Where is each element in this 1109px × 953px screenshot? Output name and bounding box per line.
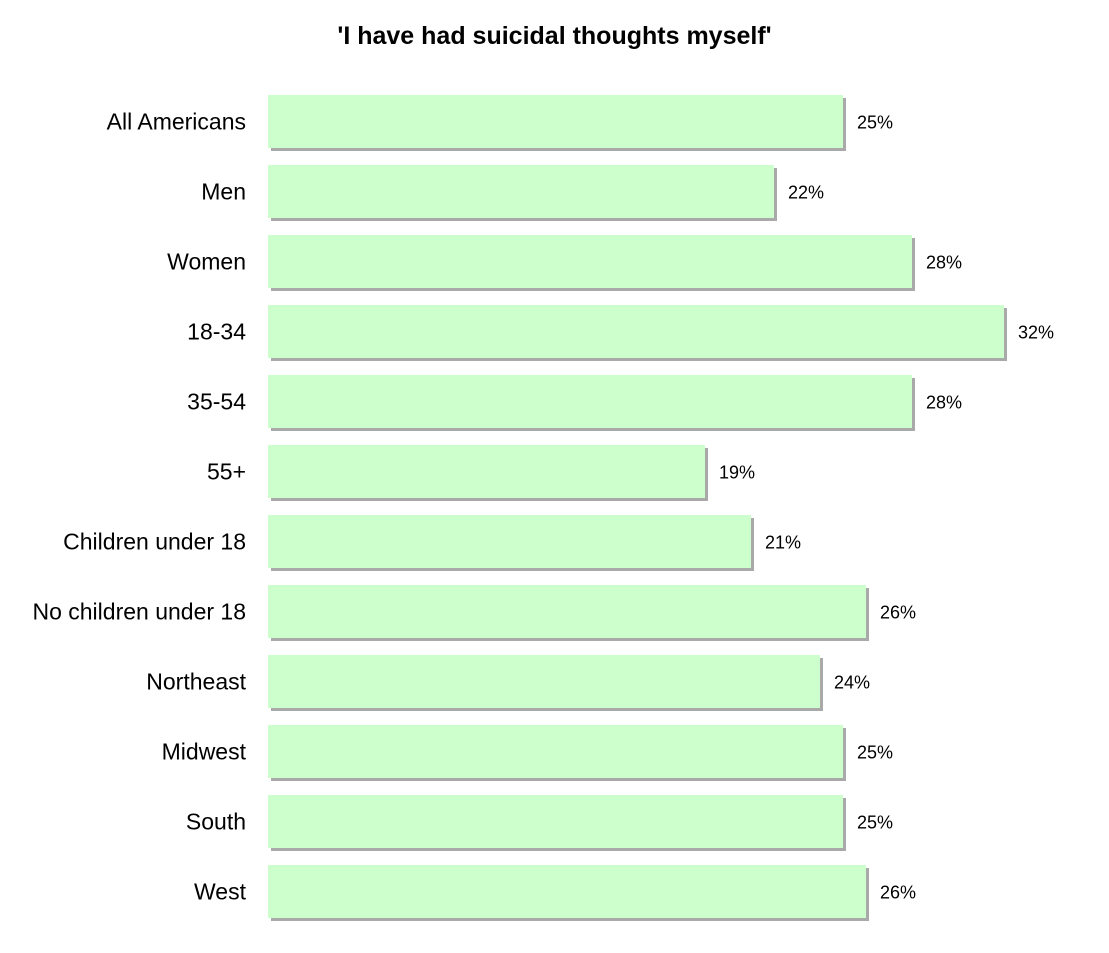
value-label: 32%	[1018, 323, 1054, 343]
value-label: 28%	[926, 393, 962, 413]
bar	[268, 305, 1004, 358]
value-label: 25%	[857, 113, 893, 133]
value-label: 26%	[880, 603, 916, 623]
category-label: No children under 18	[32, 599, 246, 625]
bar	[268, 235, 912, 288]
category-label: West	[194, 879, 247, 905]
bar	[268, 375, 912, 428]
category-label: Women	[167, 249, 246, 275]
bar	[268, 655, 820, 708]
bar	[268, 795, 843, 848]
bar	[268, 585, 866, 638]
value-label: 22%	[788, 183, 824, 203]
category-label: Northeast	[146, 669, 246, 695]
value-label: 24%	[834, 673, 870, 693]
bar	[268, 95, 843, 148]
category-label: Men	[201, 179, 246, 205]
category-label: All Americans	[107, 109, 246, 135]
bar	[268, 865, 866, 918]
value-label: 25%	[857, 813, 893, 833]
category-label: 35-54	[187, 389, 246, 415]
value-label: 28%	[926, 253, 962, 273]
value-label: 25%	[857, 743, 893, 763]
value-label: 26%	[880, 883, 916, 903]
category-label: South	[186, 809, 246, 835]
chart-title: 'I have had suicidal thoughts myself'	[337, 22, 772, 50]
category-label: Children under 18	[63, 529, 246, 555]
category-label: 55+	[207, 459, 246, 485]
category-label: Midwest	[162, 739, 247, 765]
bar	[268, 165, 774, 218]
bar	[268, 445, 705, 498]
bar	[268, 725, 843, 778]
value-label: 19%	[719, 463, 755, 483]
category-label: 18-34	[187, 319, 246, 345]
bar	[268, 515, 751, 568]
value-label: 21%	[765, 533, 801, 553]
